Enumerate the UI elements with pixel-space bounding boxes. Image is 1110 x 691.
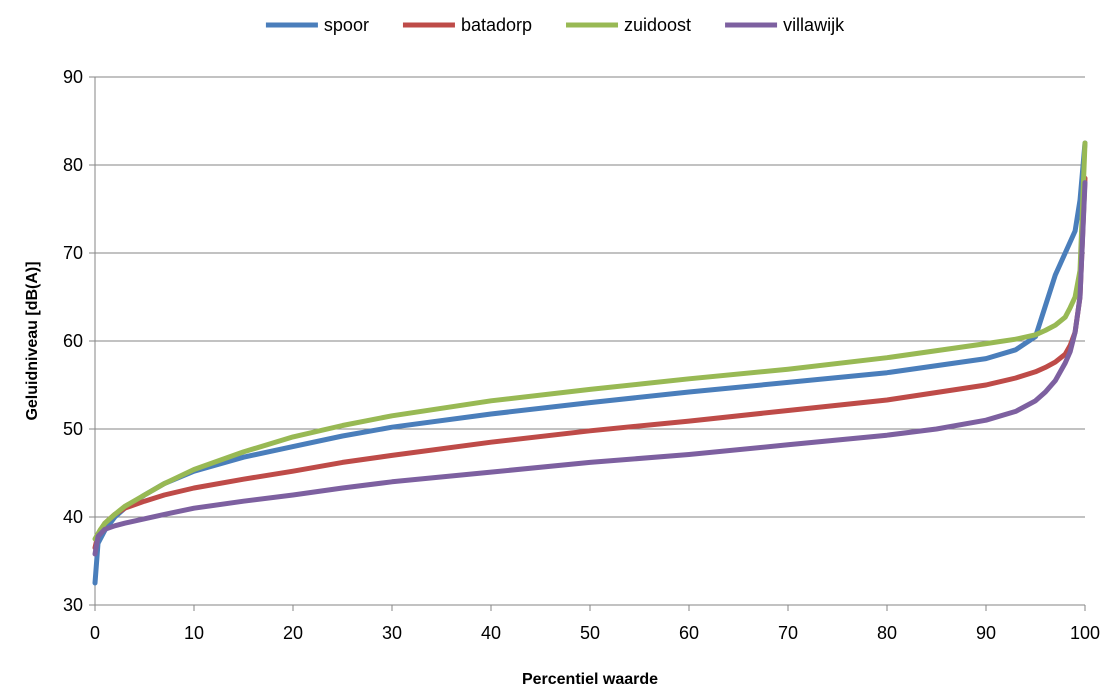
x-axis-title: Percentiel waarde (522, 671, 658, 688)
x-tick-label: 40 (481, 623, 501, 643)
y-tick-label: 80 (63, 155, 83, 175)
legend-item-zuidoost: zuidoost (566, 15, 691, 35)
legend-item-villawijk: villawijk (725, 15, 845, 35)
x-tick-label: 70 (778, 623, 798, 643)
series-lines (92, 140, 1088, 586)
series-line-batadorp (92, 175, 1088, 551)
x-tick-label: 80 (877, 623, 897, 643)
y-tick-label: 60 (63, 331, 83, 351)
legend-label: spoor (324, 15, 369, 35)
legend-item-batadorp: batadorp (402, 15, 532, 35)
x-tick-label: 0 (90, 623, 100, 643)
legend-label: zuidoost (624, 15, 691, 35)
y-tick-label: 70 (63, 243, 83, 263)
axes: 30 40 50 60 70 80 90 0 10 20 30 40 50 60 70 80 90 100 (63, 67, 1100, 643)
x-tick-label: 60 (679, 623, 699, 643)
series-line-villawijk (92, 180, 1088, 557)
x-tick-label: 20 (283, 623, 303, 643)
x-tick-label: 50 (580, 623, 600, 643)
legend-label: batadorp (461, 15, 532, 35)
x-tick-label: 90 (976, 623, 996, 643)
x-tick-label: 30 (382, 623, 402, 643)
y-tick-label: 50 (63, 419, 83, 439)
y-tick-label: 40 (63, 507, 83, 527)
grid (95, 76, 1085, 518)
x-tick-label: 10 (184, 623, 204, 643)
x-tick-label: 100 (1070, 623, 1100, 643)
legend-label: villawijk (783, 15, 845, 35)
y-axis-title: Geluidniveau [dB(A)] (24, 261, 41, 420)
legend: spoor batadorp zuidoost villawijk (265, 15, 845, 35)
legend-item-spoor: spoor (265, 15, 369, 35)
series-line-zuidoost (92, 140, 1088, 542)
y-tick-label: 90 (63, 67, 83, 87)
y-tick-label: 30 (63, 595, 83, 615)
